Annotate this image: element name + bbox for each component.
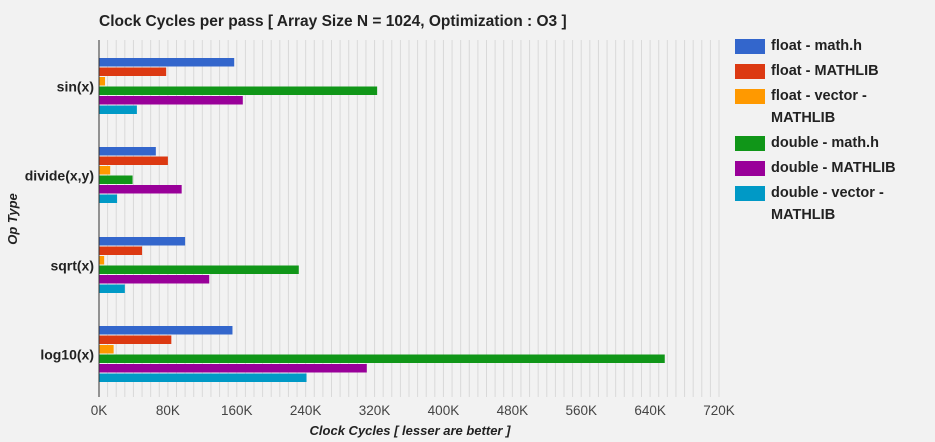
category-label: sin(x) <box>57 79 94 95</box>
legend-item: double - MATHLIB <box>735 160 930 179</box>
bar <box>99 237 186 246</box>
bar <box>99 275 210 284</box>
bar <box>99 67 167 76</box>
bar <box>99 194 118 203</box>
category-label: sqrt(x) <box>50 258 94 274</box>
category-label: log10(x) <box>40 347 94 363</box>
bar <box>99 185 182 194</box>
legend-label: float - vector - MATHLIB <box>771 88 867 126</box>
x-tick-labels: 0K 80K 160K 240K 320K 400K 480K 560K 640K 720K <box>91 403 735 418</box>
bar <box>99 147 156 156</box>
bar <box>99 345 114 354</box>
legend-item: float - math.h <box>735 38 930 57</box>
bar <box>99 105 137 114</box>
bar <box>99 58 235 67</box>
x-axis-label: Clock Cycles [ lesser are better ] <box>310 423 512 438</box>
bar <box>99 246 143 255</box>
legend-item: double - math.h <box>735 135 930 154</box>
legend-swatch <box>735 136 765 151</box>
x-tick-label: 400K <box>428 403 460 418</box>
x-tick-label: 720K <box>703 403 735 418</box>
chart-title: Clock Cycles per pass [ Array Size N = 1… <box>99 13 567 30</box>
bar <box>99 354 665 363</box>
bar <box>99 364 367 373</box>
bar <box>99 175 133 184</box>
bar <box>99 284 125 293</box>
legend-item: float - MATHLIB <box>735 63 930 82</box>
bar <box>99 256 105 265</box>
bars <box>99 58 665 382</box>
bar <box>99 86 378 95</box>
bar <box>99 265 299 274</box>
x-tick-label: 160K <box>221 403 253 418</box>
bar <box>99 96 243 105</box>
legend-label: double - MATHLIB <box>771 160 896 176</box>
legend-item: double - vector - MATHLIB <box>735 185 930 226</box>
legend-label: float - MATHLIB <box>771 63 879 79</box>
bar <box>99 156 168 165</box>
x-tick-label: 80K <box>156 403 180 418</box>
bar <box>99 77 106 86</box>
bar <box>99 373 307 382</box>
x-tick-label: 640K <box>634 403 666 418</box>
x-tick-label: 0K <box>91 403 108 418</box>
y-axis-label: Op Type <box>5 193 20 245</box>
chart-legend: float - math.h float - MATHLIB float - vec… <box>735 38 930 232</box>
legend-item: float - vector - MATHLIB <box>735 88 930 129</box>
legend-swatch <box>735 161 765 176</box>
legend-swatch <box>735 39 765 54</box>
bar <box>99 335 172 344</box>
legend-swatch <box>735 64 765 79</box>
x-tick-label: 320K <box>359 403 391 418</box>
legend-label: double - math.h <box>771 135 879 151</box>
x-tick-label: 240K <box>290 403 322 418</box>
bar <box>99 326 233 335</box>
legend-label: float - math.h <box>771 38 863 54</box>
x-tick-label: 480K <box>497 403 529 418</box>
x-tick-label: 560K <box>565 403 597 418</box>
bar <box>99 166 111 175</box>
legend-label: double - vector - MATHLIB <box>771 185 884 223</box>
legend-swatch <box>735 89 765 104</box>
category-labels: sin(x) divide(x,y) sqrt(x) log10(x) <box>25 79 94 363</box>
legend-swatch <box>735 186 765 201</box>
category-label: divide(x,y) <box>25 168 94 184</box>
